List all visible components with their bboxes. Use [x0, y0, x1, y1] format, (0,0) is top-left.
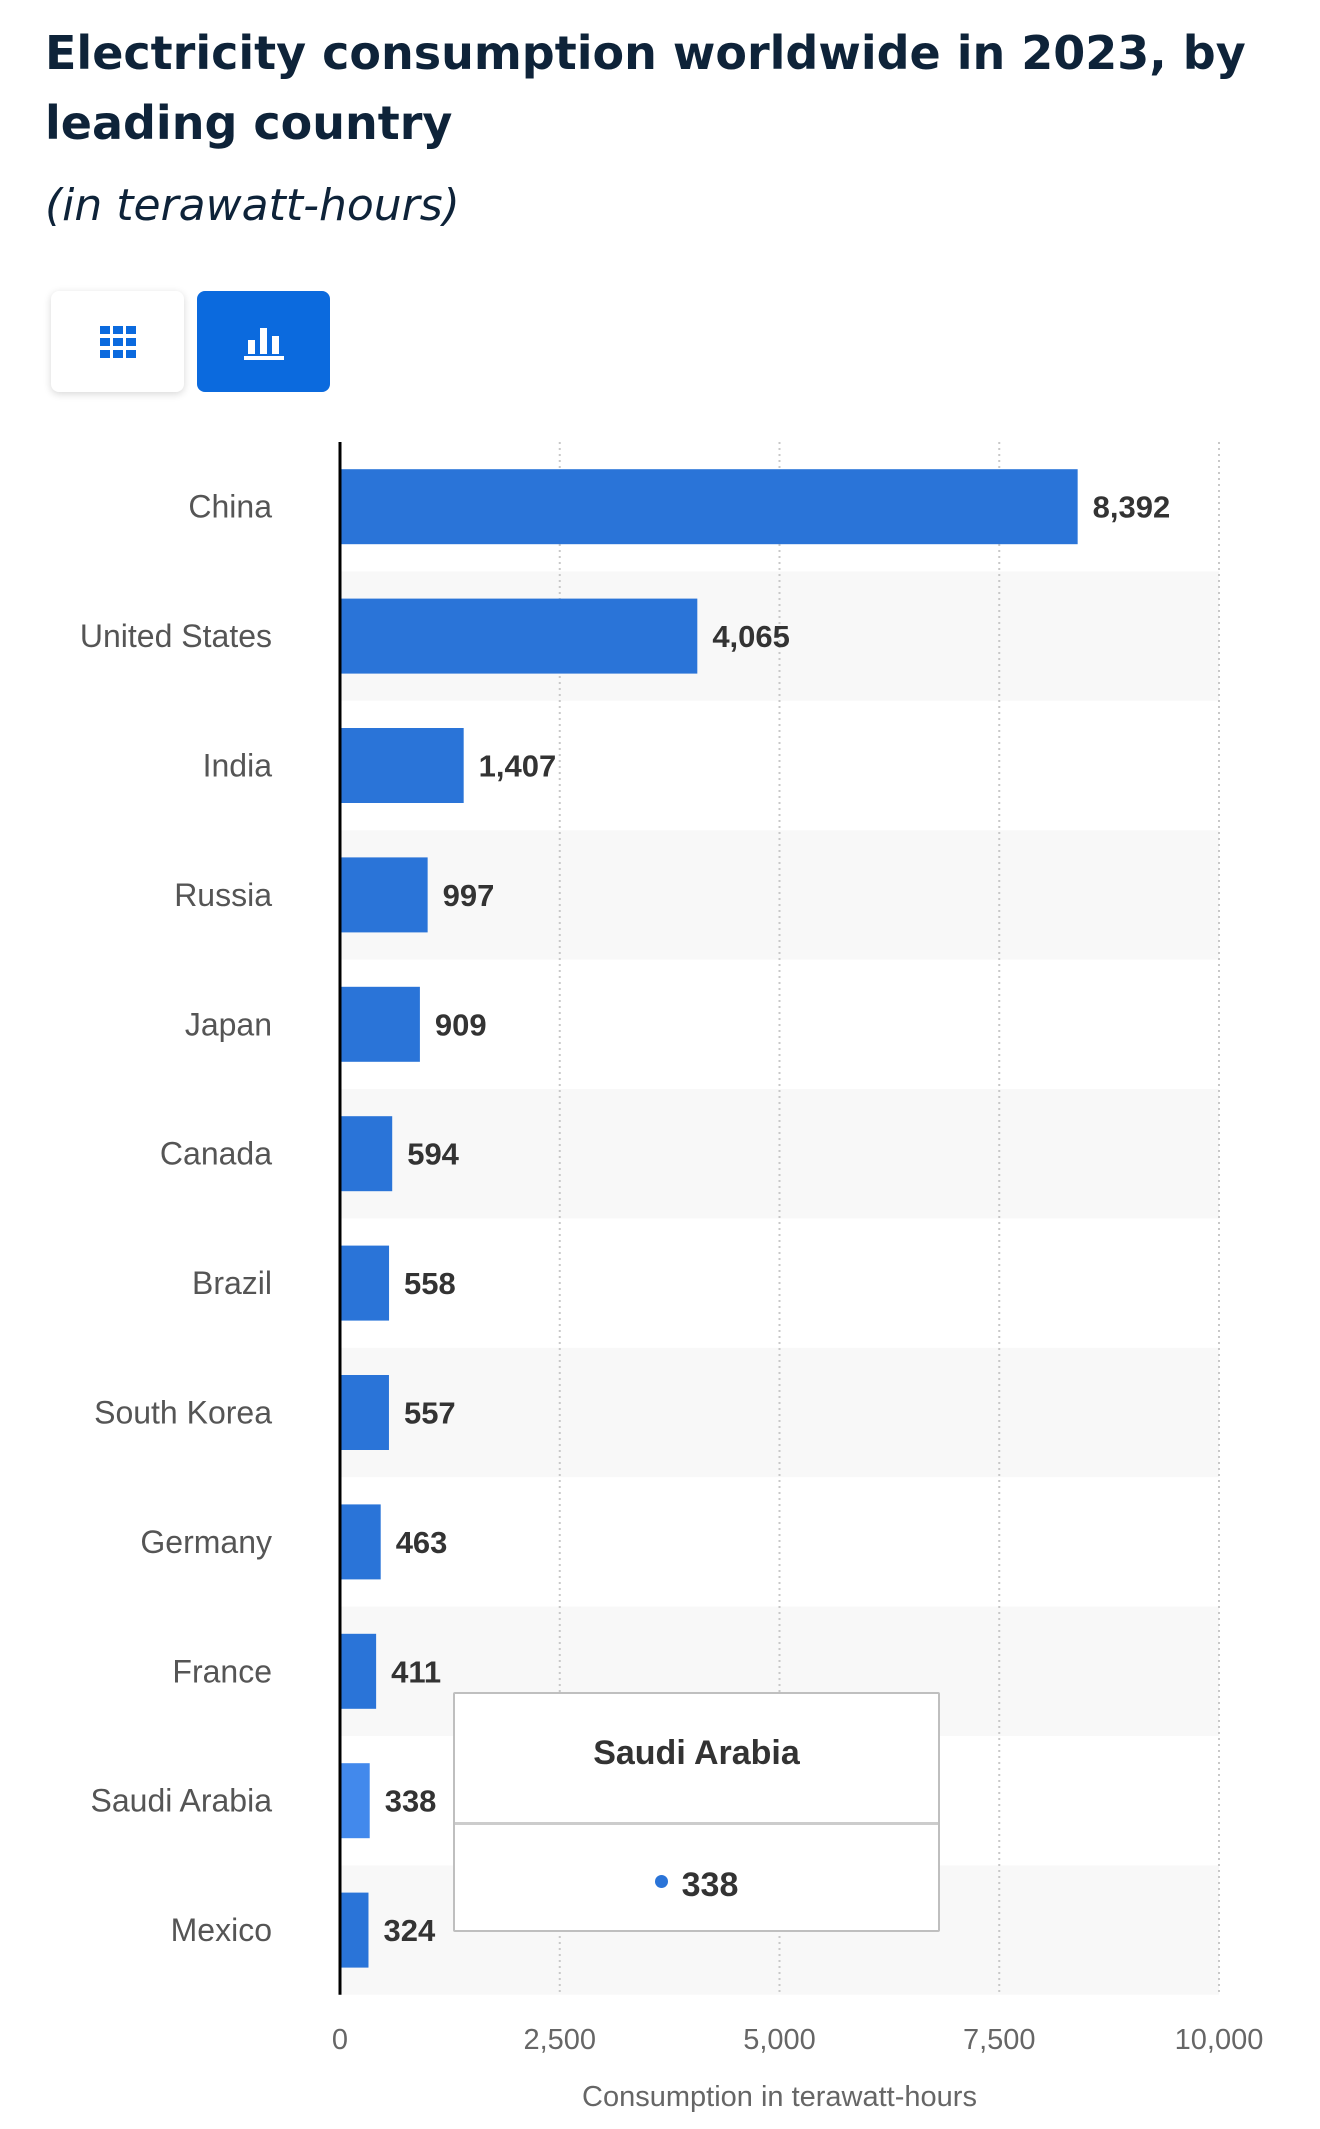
grid-table-icon	[99, 325, 136, 358]
x-tick-label: 0	[332, 2024, 348, 2056]
data-label: 909	[435, 1007, 487, 1042]
category-label: Canada	[160, 1136, 272, 1172]
category-label: India	[203, 748, 273, 784]
data-label: 324	[383, 1913, 435, 1948]
bar	[340, 1633, 377, 1709]
category-label: Japan	[185, 1006, 272, 1042]
bar	[340, 469, 1078, 545]
bar	[340, 857, 428, 933]
chart-tooltip: Saudi Arabia 338	[453, 1692, 940, 1932]
x-tick-label: 5,000	[743, 2024, 816, 2056]
data-label: 411	[391, 1654, 441, 1689]
bar	[340, 1892, 369, 1968]
category-label: China	[188, 489, 272, 525]
series-dot-icon	[654, 1874, 668, 1888]
category-label: Germany	[140, 1524, 272, 1560]
x-tick-label: 10,000	[1175, 2024, 1264, 2056]
category-label: Mexico	[171, 1912, 272, 1948]
category-label: Saudi Arabia	[91, 1783, 273, 1819]
data-label: 557	[404, 1396, 456, 1431]
tooltip-body: 338	[455, 1866, 938, 1905]
chart-subtitle: (in terawatt-hours)	[45, 180, 460, 231]
chart-title: Electricity consumption worldwide in 202…	[45, 26, 1246, 150]
tooltip-divider	[455, 1822, 938, 1825]
data-label: 463	[396, 1525, 448, 1560]
bar	[340, 1375, 389, 1450]
x-tick-label: 7,500	[963, 2024, 1036, 2056]
category-label: France	[172, 1653, 272, 1689]
category-label: Russia	[174, 877, 272, 913]
bar	[340, 1504, 381, 1580]
data-label: 338	[385, 1784, 437, 1819]
data-label: 997	[443, 878, 495, 913]
category-label: United States	[80, 618, 272, 654]
bar	[340, 986, 420, 1062]
x-axis-title: Consumption in terawatt-hours	[582, 2081, 977, 2113]
row-stripe	[340, 1089, 1219, 1219]
bar	[340, 1763, 370, 1839]
row-stripe	[340, 1347, 1219, 1478]
tooltip-value: 338	[681, 1866, 739, 1904]
bar	[340, 1245, 390, 1321]
bar	[340, 728, 464, 803]
chart-view-button[interactable]	[197, 291, 330, 392]
bar	[340, 598, 698, 674]
data-label: 8,392	[1093, 490, 1171, 525]
tooltip-title: Saudi Arabia	[593, 1734, 800, 1772]
category-label: South Korea	[94, 1395, 272, 1431]
bar	[340, 1116, 393, 1192]
data-label: 594	[407, 1137, 459, 1172]
data-label: 4,065	[712, 619, 790, 654]
data-label: 1,407	[479, 749, 557, 784]
data-label: 558	[404, 1266, 456, 1301]
bar-chart-icon	[243, 327, 284, 360]
x-tick-label: 2,500	[523, 2024, 596, 2056]
table-view-button[interactable]	[51, 291, 184, 392]
category-label: Brazil	[192, 1265, 272, 1301]
